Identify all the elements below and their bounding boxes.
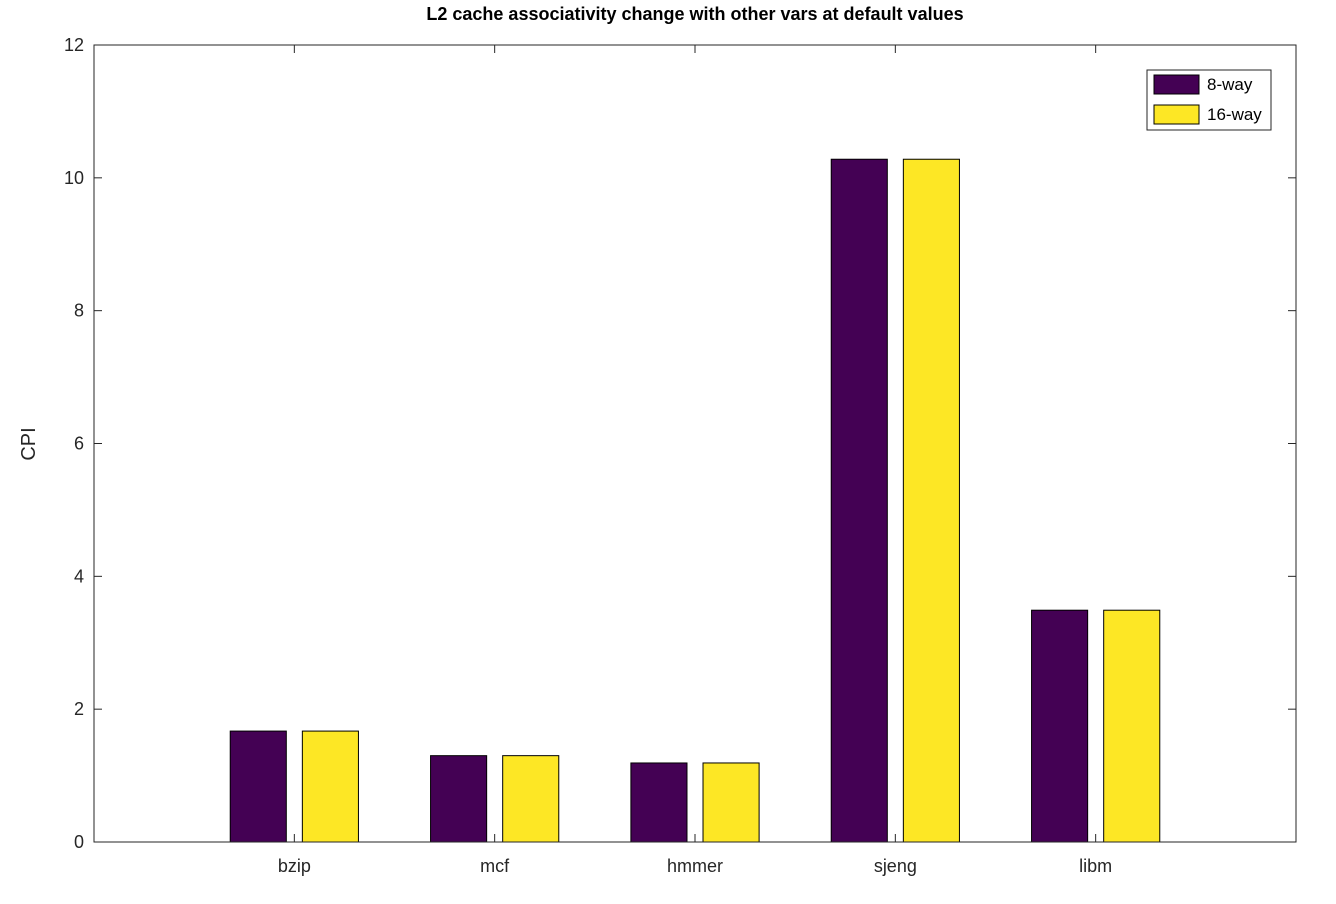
ticks-layer: 0 2 4 6 8 10 12 bzip mcf hmmer sjeng libm	[64, 35, 1296, 876]
bar-8-way-libm	[1031, 609, 1089, 843]
y-tick-label: 8	[74, 301, 84, 321]
x-tick-label: bzip	[278, 856, 311, 876]
bar-16-way-libm	[1103, 609, 1161, 843]
legend-swatch-16-way	[1153, 104, 1200, 125]
legend-swatch-8-way	[1153, 74, 1200, 95]
y-tick-label: 2	[74, 699, 84, 719]
y-tick-label: 12	[64, 35, 84, 55]
bar-16-way-mcf	[502, 755, 560, 843]
x-tick-label: hmmer	[667, 856, 723, 876]
plot-frame	[93, 44, 1297, 843]
bar-8-way-mcf	[430, 755, 488, 843]
y-tick-label: 10	[64, 168, 84, 188]
y-axis-label: CPI	[18, 427, 40, 460]
x-tick-label: libm	[1079, 856, 1112, 876]
chart-title: L2 cache associativity change with other…	[426, 4, 963, 24]
x-tick-label: sjeng	[874, 856, 917, 876]
bar-16-way-bzip	[301, 730, 359, 843]
bar-8-way-sjeng	[830, 158, 888, 843]
legend-label-8-way: 8-way	[1207, 75, 1253, 94]
bar-16-way-sjeng	[902, 158, 960, 843]
x-tick-label: mcf	[480, 856, 510, 876]
bars-layer	[229, 158, 1161, 843]
y-tick-label: 4	[74, 566, 84, 586]
y-tick-label: 6	[74, 434, 84, 454]
bar-8-way-hmmer	[630, 762, 688, 843]
bar-8-way-bzip	[229, 730, 287, 843]
legend: 8-way 16-way	[1146, 69, 1272, 131]
bar-16-way-hmmer	[702, 762, 760, 843]
y-tick-label: 0	[74, 832, 84, 852]
legend-label-16-way: 16-way	[1207, 105, 1262, 124]
